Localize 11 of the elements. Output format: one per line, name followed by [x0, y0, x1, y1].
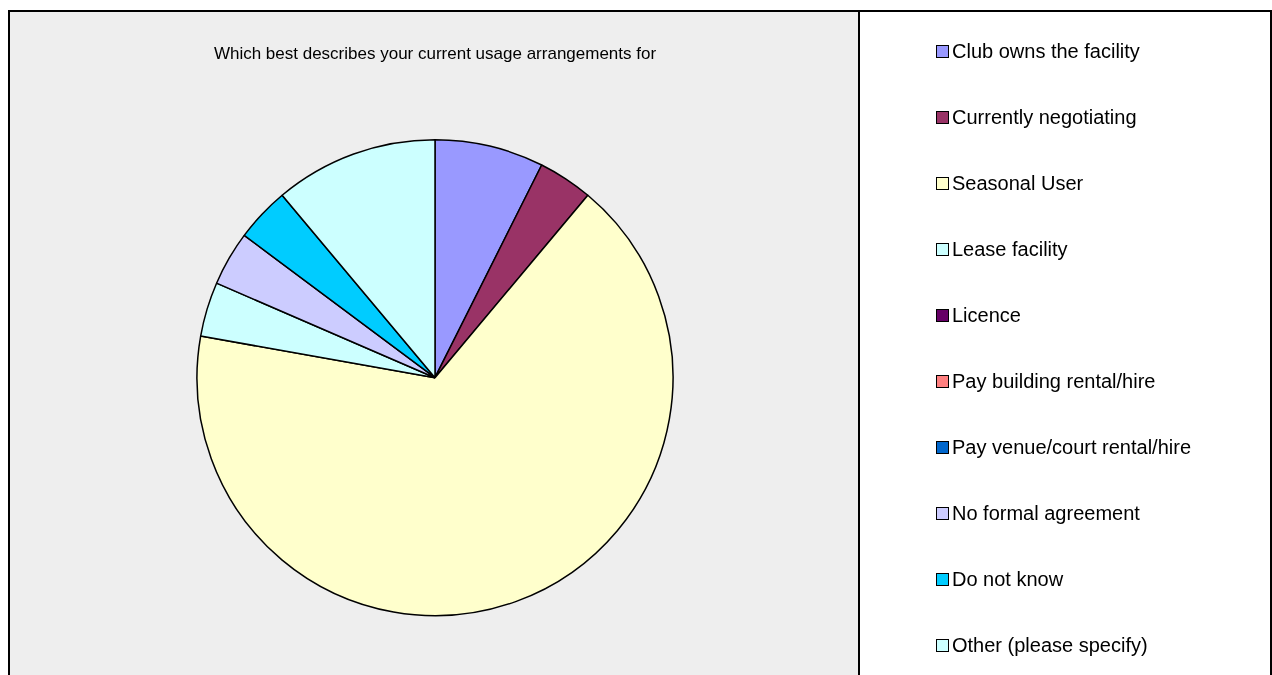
- text: Which best describes your current usage arrangements for: [213, 43, 657, 63]
- legend-label: Do not know: [952, 568, 1064, 590]
- legend-label: Licence: [952, 304, 1021, 326]
- legend-label: Club owns the facility: [952, 40, 1140, 62]
- legend-label: Lease facility: [952, 238, 1068, 260]
- legend-label: Other (please specify): [952, 634, 1148, 656]
- legend-label: No formal agreement: [952, 502, 1140, 524]
- legend-label: Currently negotiating: [952, 106, 1137, 128]
- legend-label: Pay venue/court rental/hire: [952, 436, 1192, 458]
- legend-label: Pay building rental/hire: [952, 370, 1156, 392]
- legend-label: Seasonal User: [952, 172, 1084, 194]
